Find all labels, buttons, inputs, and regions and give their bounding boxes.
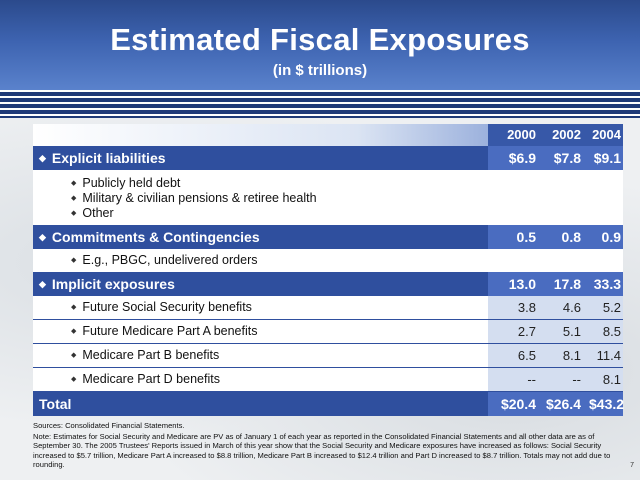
- fiscal-exposures-table: 2000 2002 2004 ◆ Explicit liabilities $6.…: [33, 124, 625, 416]
- table-row: ◆ Future Medicare Part A benefits 2.7 5.1…: [33, 320, 623, 344]
- explicit-subitems: ◆ Publicly held debt ◆ Military & civilian…: [33, 170, 623, 225]
- list-item: ◆ E.g., PBGC, undelivered orders: [71, 253, 258, 267]
- implicit-exposures-row: ◆ Implicit exposures 13.0 17.8 33.3: [33, 272, 623, 296]
- year-header: 2002: [552, 127, 581, 142]
- header-stripe-divider: [0, 90, 640, 118]
- row-value: 8.5: [602, 324, 621, 339]
- row-value: 17.8: [553, 276, 581, 292]
- table-row: ◆ Future Social Security benefits 3.8 4.6…: [33, 296, 623, 320]
- year-header: 2004: [592, 127, 621, 142]
- row-value: 0.9: [601, 229, 621, 245]
- bullet-icon: ◆: [71, 195, 77, 202]
- slide-title: Estimated Fiscal Exposures: [110, 22, 530, 57]
- sources-note: Sources: Consolidated Financial Statemen…: [33, 421, 185, 430]
- year-header-row: 2000 2002 2004: [33, 124, 623, 146]
- bullet-icon: ◆: [71, 180, 77, 187]
- row-value: 0.5: [516, 229, 536, 245]
- footnotes: Sources: Consolidated Financial Statemen…: [33, 421, 623, 471]
- row-label: Commitments & Contingencies: [51, 229, 260, 245]
- explicit-liabilities-row: ◆ Explicit liabilities $6.9 $7.8 $9.1: [33, 146, 623, 170]
- year-header: 2000: [507, 127, 536, 142]
- bullet-icon: ◆: [71, 328, 77, 335]
- list-item: ◆ Publicly held debt: [71, 176, 181, 190]
- page-number: 7: [630, 462, 634, 469]
- bullet-icon: ◆: [71, 257, 77, 264]
- row-value: $9.1: [593, 150, 621, 166]
- row-value: 3.8: [517, 300, 536, 315]
- table-row: ◆ Medicare Part B benefits 6.5 8.1 11.4: [33, 344, 623, 368]
- bullet-icon: ◆: [39, 279, 46, 289]
- bullet-icon: ◆: [71, 376, 77, 383]
- list-item: ◆ Military & civilian pensions & retiree …: [71, 191, 317, 205]
- row-value: 5.2: [602, 300, 621, 315]
- bullet-icon: ◆: [71, 304, 77, 311]
- slide-header: Estimated Fiscal Exposures (in $ trillio…: [0, 0, 640, 90]
- row-value: 11.4: [596, 348, 621, 363]
- row-value: 0.8: [561, 229, 581, 245]
- row-value: 5.1: [562, 324, 581, 339]
- row-value: 2.7: [517, 324, 536, 339]
- row-label: Total: [39, 396, 72, 412]
- row-label: Explicit liabilities: [51, 150, 166, 166]
- row-value: $7.8: [553, 150, 581, 166]
- row-value: 13.0: [508, 276, 536, 292]
- bullet-icon: ◆: [71, 210, 77, 217]
- row-value: $6.9: [508, 150, 536, 166]
- row-value: 33.3: [593, 276, 621, 292]
- bullet-icon: ◆: [39, 153, 46, 163]
- slide-subtitle: (in $ trillions): [272, 62, 368, 79]
- row-value: 8.1: [562, 348, 581, 363]
- row-value: --: [527, 372, 536, 387]
- commitments-subitems: ◆ E.g., PBGC, undelivered orders: [33, 249, 623, 272]
- row-value: 6.5: [517, 348, 536, 363]
- row-label: Implicit exposures: [51, 276, 175, 292]
- commitments-row: ◆ Commitments & Contingencies 0.5 0.8 0.9: [33, 225, 623, 249]
- bullet-icon: ◆: [71, 352, 77, 359]
- row-value: $20.4: [500, 396, 536, 412]
- table-row: ◆ Medicare Part D benefits -- -- 8.1: [33, 368, 623, 392]
- total-row: Total $20.4 $26.4 $43.2: [33, 392, 625, 416]
- list-item: ◆ Other: [71, 206, 114, 220]
- row-value: 8.1: [602, 372, 621, 387]
- row-value: --: [572, 372, 581, 387]
- bullet-icon: ◆: [39, 232, 46, 242]
- methodology-note: Note: Estimates for Social Security and …: [33, 431, 611, 470]
- row-value: $43.2: [589, 396, 625, 412]
- row-value: $26.4: [545, 396, 581, 412]
- row-value: 4.6: [562, 300, 581, 315]
